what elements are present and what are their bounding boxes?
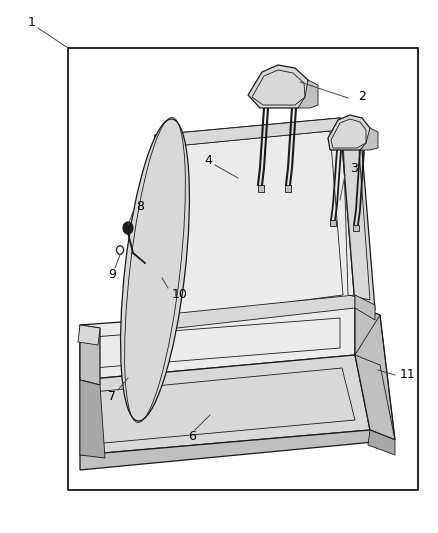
Text: 11: 11 bbox=[400, 367, 416, 381]
Polygon shape bbox=[353, 225, 359, 231]
Polygon shape bbox=[258, 185, 264, 192]
Ellipse shape bbox=[120, 119, 190, 421]
Polygon shape bbox=[298, 80, 318, 108]
Polygon shape bbox=[248, 65, 310, 108]
Text: 8: 8 bbox=[136, 199, 144, 213]
Text: 4: 4 bbox=[204, 154, 212, 166]
Text: 1: 1 bbox=[28, 15, 36, 28]
Polygon shape bbox=[340, 118, 375, 310]
Polygon shape bbox=[80, 430, 395, 470]
Polygon shape bbox=[355, 295, 375, 320]
Polygon shape bbox=[285, 185, 291, 192]
Polygon shape bbox=[155, 118, 355, 330]
Polygon shape bbox=[80, 355, 370, 455]
Text: 6: 6 bbox=[188, 431, 196, 443]
Circle shape bbox=[123, 222, 133, 234]
Polygon shape bbox=[330, 220, 336, 226]
Polygon shape bbox=[80, 305, 355, 380]
Polygon shape bbox=[160, 295, 355, 330]
Polygon shape bbox=[78, 325, 100, 345]
Polygon shape bbox=[80, 380, 105, 458]
Text: 10: 10 bbox=[172, 287, 188, 301]
Text: 7: 7 bbox=[108, 390, 116, 402]
Polygon shape bbox=[80, 325, 100, 385]
Text: 3: 3 bbox=[350, 161, 358, 174]
Text: 2: 2 bbox=[358, 90, 366, 102]
Text: 9: 9 bbox=[108, 269, 116, 281]
Polygon shape bbox=[155, 135, 175, 330]
Polygon shape bbox=[360, 128, 378, 150]
Polygon shape bbox=[155, 118, 340, 148]
Polygon shape bbox=[328, 115, 370, 150]
Polygon shape bbox=[355, 305, 395, 440]
Polygon shape bbox=[368, 430, 395, 455]
